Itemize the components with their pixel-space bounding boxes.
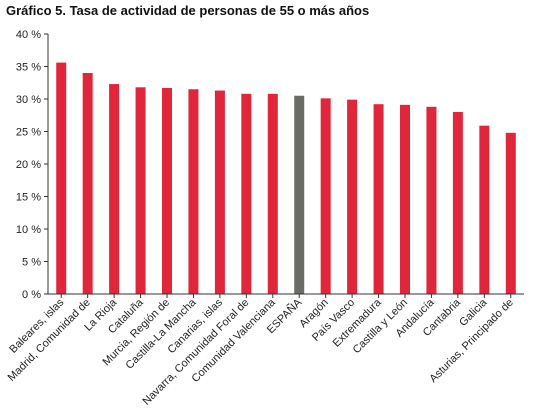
- bar: [505, 132, 516, 294]
- bar: [347, 99, 358, 295]
- y-tick-label: 25 %: [16, 127, 41, 139]
- bar: [241, 93, 252, 294]
- y-tick-label: 20 %: [16, 159, 41, 171]
- bar: [426, 106, 437, 294]
- bar: [162, 87, 172, 294]
- bar: [56, 62, 67, 294]
- bar: [267, 93, 278, 294]
- bar: [400, 104, 410, 294]
- bar: [373, 104, 384, 294]
- bars: [56, 62, 516, 295]
- bar-highlight: [294, 95, 305, 294]
- bar: [188, 89, 199, 294]
- bar: [320, 98, 331, 294]
- bar: [214, 90, 225, 294]
- y-tick-label: 5 %: [22, 257, 41, 269]
- bar: [82, 73, 93, 294]
- y-tick-label: 15 %: [16, 192, 41, 204]
- bar: [109, 84, 120, 294]
- bar: [479, 125, 490, 295]
- y-tick-label: 35 %: [16, 62, 41, 74]
- bar: [135, 87, 146, 294]
- y-axis: 0 % 5 % 10 % 15 % 20 % 25 % 30 % 35 % 40 %: [16, 29, 49, 301]
- y-tick-label: 10 %: [16, 224, 41, 236]
- y-tick-label: 30 %: [16, 94, 41, 106]
- y-tick-label: 0 %: [22, 289, 41, 301]
- y-tick-label: 40 %: [16, 29, 41, 41]
- chart-title: Gráfico 5. Tasa de actividad de personas…: [6, 3, 369, 18]
- bar: [452, 112, 463, 294]
